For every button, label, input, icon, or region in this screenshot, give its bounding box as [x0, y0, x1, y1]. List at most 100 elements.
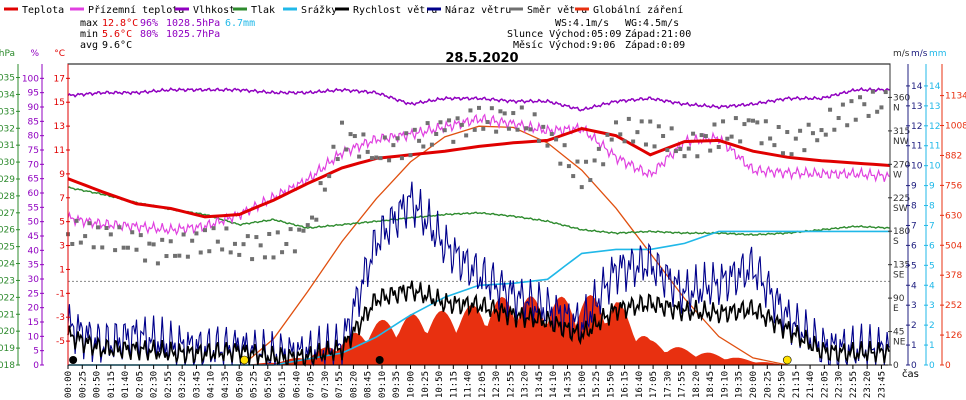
wind-direction-point	[220, 247, 225, 252]
axis-rain-tick-label: 9	[929, 182, 935, 192]
legend-label: Globální záření	[593, 4, 683, 16]
wind-direction-point	[862, 102, 867, 107]
wind-direction-point	[177, 253, 182, 258]
wind-direction-point	[789, 152, 794, 157]
wind-direction-point	[733, 116, 738, 121]
x-tick-label: 05:00	[235, 371, 245, 398]
axis-direction-tick-label: 135	[893, 261, 910, 271]
axis-humidity-tick-label: 55	[28, 203, 39, 213]
wind-direction-point	[228, 250, 233, 255]
wind-direction-point	[138, 233, 143, 238]
axis-temperature-tick-label: 17	[54, 74, 65, 84]
x-tick-label: 16:15	[621, 371, 631, 398]
wind-direction-point	[584, 159, 589, 164]
axis-temperature-tick-label: 9	[59, 170, 65, 180]
wind-direction-point	[806, 122, 811, 127]
axis-humidity-tick-label: 30	[28, 275, 40, 285]
x-tick-label: 15:00	[578, 371, 588, 398]
wind-direction-point	[237, 252, 242, 257]
axis-temperature-tick-label: 7	[59, 194, 65, 204]
wind-direction-point	[712, 122, 717, 127]
wind-direction-point	[404, 131, 409, 136]
axis-humidity-tick-label: 75	[28, 146, 39, 156]
x-tick-label: 22:05	[820, 371, 830, 398]
series-rychlost-vetru	[67, 280, 890, 367]
legend-label: Teplota	[22, 5, 64, 16]
legend-label: Tlak	[251, 5, 275, 16]
axis-pressure-tick-label: 1031	[0, 141, 15, 151]
x-tick-label: 09:35	[392, 371, 402, 398]
wind-direction-point	[207, 249, 212, 254]
wind-direction-point	[472, 127, 477, 132]
axis-wind-tick-label: 6	[911, 241, 917, 251]
wind-direction-point	[823, 132, 828, 137]
wind-direction-point	[635, 130, 640, 135]
wind-direction-point	[498, 109, 503, 114]
sun-marker	[782, 355, 792, 365]
wind-direction-point	[292, 249, 297, 254]
wind-direction-point	[113, 248, 118, 253]
wind-direction-point	[365, 149, 370, 154]
axis-temperature-tick-label: 5	[59, 218, 65, 228]
wind-direction-point	[314, 217, 319, 222]
wind-direction-point	[412, 127, 417, 132]
wind-direction-point	[104, 225, 109, 230]
wind-direction-point	[678, 147, 683, 152]
wind-direction-point	[468, 108, 473, 113]
axis-direction-tick-label: SW	[893, 204, 908, 214]
wind-direction-point	[485, 120, 490, 125]
x-tick-label: 05:50	[264, 371, 274, 398]
wind-direction-point	[447, 118, 452, 123]
x-tick-label: 12:30	[492, 371, 502, 398]
plot-area	[66, 86, 891, 367]
axis-pressure-unit: hPa	[0, 49, 15, 59]
axis-direction-tick-label: SE	[893, 271, 905, 281]
wind-direction-point	[438, 120, 443, 125]
wind-direction-point	[310, 215, 315, 220]
wind-direction-point	[83, 234, 88, 239]
wind-direction-point	[305, 223, 310, 228]
stat-avg-temp: 9.6°C	[102, 40, 132, 51]
axis-wind-tick-label: 13	[911, 102, 922, 112]
axis-wind-tick-label: 1	[911, 341, 917, 351]
stat-max-press: 1028.5hPa	[166, 18, 220, 29]
series-teoreticke-zareni	[242, 125, 788, 366]
wind-direction-point	[378, 156, 383, 161]
x-tick-label: 20:00	[749, 371, 759, 398]
legend: Teplota Přízemní teplota Vlhkost Tlak Srážky…	[4, 4, 683, 16]
wind-direction-point	[579, 185, 584, 190]
x-tick-label: 10:50	[435, 371, 445, 398]
wind-direction-point	[284, 241, 289, 246]
x-tick-label: 08:45	[364, 371, 374, 398]
wind-direction-point	[506, 126, 511, 131]
axis-direction-tick-label: 180	[893, 227, 910, 237]
x-tick-label: 11:15	[449, 371, 459, 398]
axis-humidity-tick-label: 40	[28, 246, 40, 256]
axis-direction-unit: m/s	[893, 49, 910, 59]
axis-temperature-tick-label: -3	[56, 313, 65, 323]
x-tick-label: 14:35	[563, 371, 573, 398]
wind-direction-point	[652, 144, 657, 149]
series-vlhkost	[67, 86, 890, 112]
wind-direction-point	[464, 133, 469, 138]
wind-direction-point	[275, 230, 280, 235]
wind-direction-point	[609, 137, 614, 142]
wind-direction-point	[327, 174, 332, 179]
wind-direction-point	[374, 155, 379, 160]
wind-direction-point	[746, 118, 751, 123]
axis-pressure-tick-label: 1034	[0, 90, 15, 100]
wind-direction-point	[840, 102, 845, 107]
wind-direction-point	[224, 226, 229, 231]
axis-wind-tick-label: 10	[911, 162, 923, 172]
wind-direction-point	[318, 181, 323, 186]
axis-radiation-tick-label: 252	[945, 301, 962, 311]
wind-direction-point	[121, 245, 126, 250]
axis-direction-tick-label: E	[893, 304, 899, 314]
wind-direction-point	[502, 111, 507, 116]
wind-direction-point	[429, 142, 434, 147]
axis-humidity-tick-label: 0	[33, 361, 39, 371]
wind-direction-point	[164, 254, 169, 259]
wind-direction-point	[725, 136, 730, 141]
x-tick-label: 17:55	[678, 371, 688, 398]
